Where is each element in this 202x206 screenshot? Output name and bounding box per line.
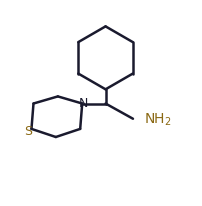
Text: S: S xyxy=(24,125,32,138)
Text: N: N xyxy=(79,97,88,109)
Text: NH$_2$: NH$_2$ xyxy=(143,111,171,127)
